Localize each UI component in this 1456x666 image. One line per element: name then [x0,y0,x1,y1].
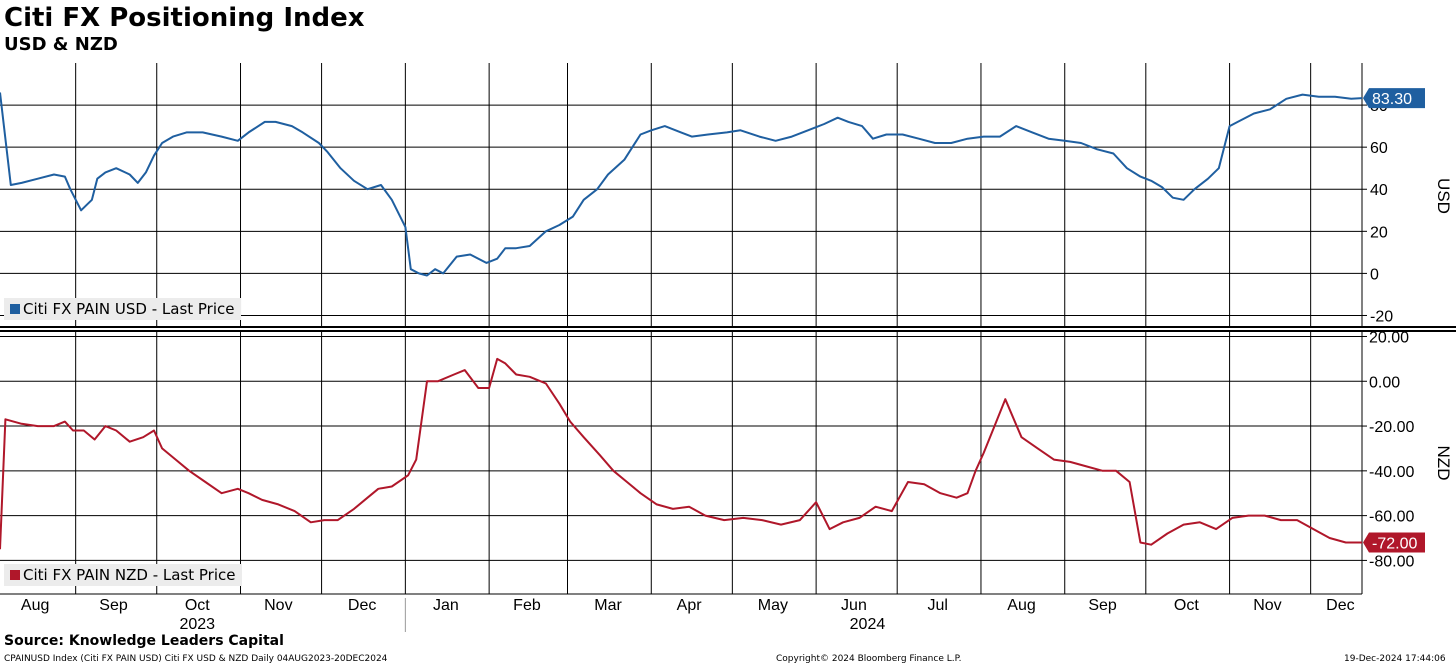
nzd-legend: Citi FX PAIN NZD - Last Price [4,564,242,586]
nzd-axis-title: NZD [1434,446,1453,481]
x-tick-label: Feb [513,597,541,614]
x-tick-label: Dec [1326,597,1354,614]
nzd-legend-swatch [10,570,20,580]
nzd-tick-label: -20.00 [1369,419,1414,436]
usd-line [0,92,1363,277]
nzd-last-value-badge-shape [1363,532,1425,553]
x-tick-label: Nov [1253,597,1281,614]
x-tick-label: Dec [348,597,376,614]
nzd-tick-label: -60.00 [1369,509,1414,526]
x-axis: Aug Sep Oct Nov Dec Jan Feb Mar Apr May Jun Jul Aug S… [21,597,1355,633]
usd-last-value-badge-label: 83.30 [1372,91,1412,108]
usd-axis-title: USD [1434,178,1453,214]
x-tick-label: Nov [264,597,292,614]
nzd-tick-label: -40.00 [1369,464,1414,481]
x-tick-label: Aug [1007,597,1035,614]
x-tick-label: Mar [594,597,622,614]
chart-frame [0,63,1456,595]
nzd-tick-label: -80.00 [1369,553,1414,570]
nzd-tick-label: 0.00 [1369,374,1400,391]
usd-tick-label: 60 [1370,140,1388,157]
bottom-panel-grid [0,332,1362,594]
usd-y-axis-ticks: -20020406080USD [1362,98,1453,325]
page-subtitle: USD & NZD [4,34,118,55]
page-title: Citi FX Positioning Index [4,3,365,33]
usd-last-value-badge-shape [1363,88,1425,109]
nzd-line [0,357,1362,550]
nzd-legend-label: Citi FX PAIN NZD - Last Price [23,566,236,584]
usd-tick-label: 20 [1370,224,1388,241]
last-value-badges: 83.30 -72.00 [1363,88,1425,553]
top-panel-grid [0,63,1362,326]
x-tick-label: Sep [99,597,128,614]
x-tick-label: Jul [927,597,947,614]
usd-legend: Citi FX PAIN USD - Last Price [4,298,241,320]
footer-index-info: CPAINUSD Index (Citi FX PAIN USD) Citi F… [4,654,388,664]
usd-series [0,92,1363,277]
x-tick-label: Sep [1088,597,1117,614]
nzd-last-value-badge-label: -72.00 [1372,535,1417,552]
nzd-y-axis-ticks: -80.00 -60.00 -40.00 -20.00 0.00 20.00 NZD [1362,329,1453,570]
x-tick-label: Aug [21,597,49,614]
x-tick-label: Jun [841,597,867,614]
x-tick-label: Oct [185,597,210,614]
usd-legend-swatch [10,304,20,314]
x-tick-label: Oct [1174,597,1199,614]
usd-legend-label: Citi FX PAIN USD - Last Price [23,300,235,318]
footer-copyright: Copyright© 2024 Bloomberg Finance L.P. [776,654,962,664]
usd-tick-label: 0 [1370,266,1379,283]
nzd-tick-label: 20.00 [1369,329,1409,346]
footer-timestamp: 19-Dec-2024 17:44:06 [1344,654,1446,664]
usd-tick-label: -20 [1370,308,1393,325]
usd-tick-label: 40 [1370,182,1388,199]
x-tick-label: Apr [677,597,703,614]
x-year-label: 2024 [850,616,886,633]
source-note: Source: Knowledge Leaders Capital [4,633,284,649]
x-tick-label: May [758,597,788,614]
x-year-label: 2023 [179,616,215,633]
x-tick-label: Jan [433,597,459,614]
nzd-series [0,357,1362,550]
